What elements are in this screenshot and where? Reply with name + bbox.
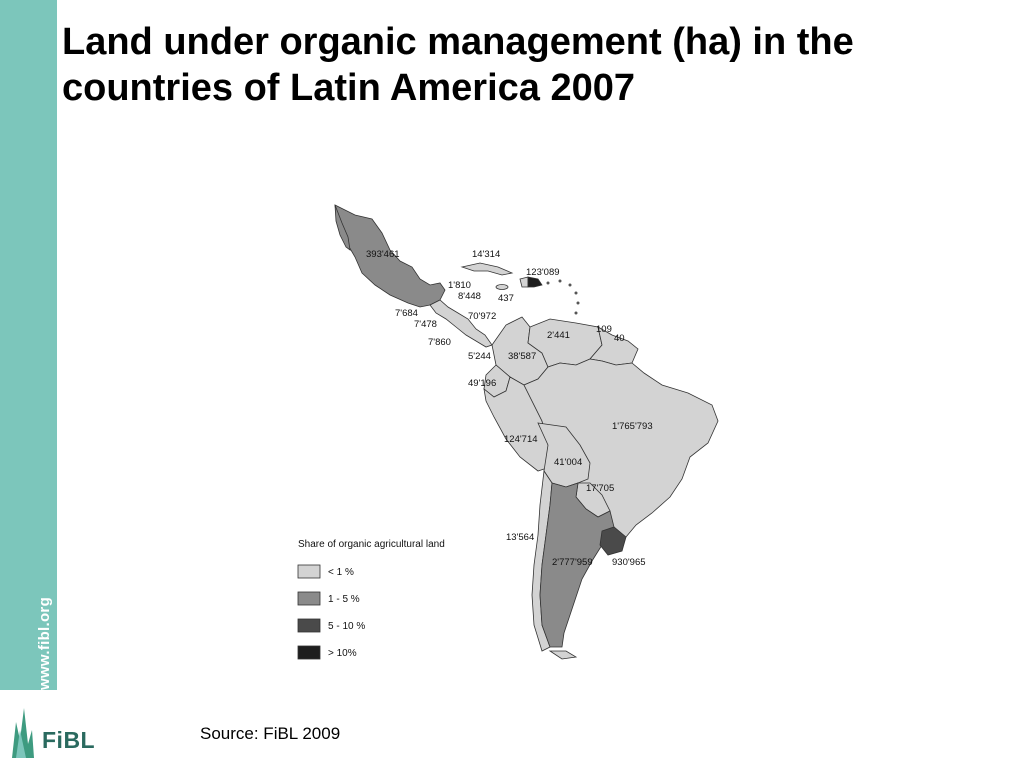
lesser-antilles	[546, 279, 580, 315]
label-uruguay: 930'965	[612, 557, 646, 568]
legend-swatch-medium	[297, 591, 321, 606]
legend-label-very-high: > 10%	[328, 648, 357, 659]
legend-swatch-very-high	[297, 645, 321, 660]
label-mexico: 393'461	[366, 249, 400, 260]
source-note: Source: FiBL 2009	[200, 724, 341, 743]
label-dominican-republic: 123'089	[526, 267, 560, 278]
sidebar-band	[0, 0, 57, 690]
country-baja	[334, 204, 351, 251]
legend-label-high: 5 - 10 %	[328, 621, 365, 632]
label-bolivia: 41'004	[554, 457, 582, 468]
label-argentina: 2'777'959	[552, 557, 593, 568]
map-legend: Share of organic agricultural land < 1 %…	[297, 539, 445, 660]
label-el-salvador: 7'684	[395, 308, 418, 319]
label-venezuela: 2'441	[547, 330, 570, 341]
tierra-del-fuego	[548, 650, 578, 660]
label-guatemala: 8'448	[458, 291, 481, 302]
label-belize: 1'810	[448, 280, 471, 291]
label-ecuador: 49'196	[468, 378, 496, 389]
label-chile: 13'564	[506, 532, 534, 543]
label-brazil: 1'765'793	[612, 421, 653, 432]
legend-title: Share of organic agricultural land	[298, 539, 445, 550]
sidebar-url: www.fibl.org	[36, 596, 53, 690]
country-cuba	[460, 262, 514, 276]
label-guyana: 109	[596, 324, 612, 335]
legend-label-low: < 1 %	[328, 567, 354, 578]
country-uruguay	[599, 526, 627, 556]
fibl-logo-icon	[12, 708, 34, 758]
label-paraguay: 17'705	[586, 483, 614, 494]
country-haiti	[519, 276, 529, 288]
legend-label-medium: 1 - 5 %	[328, 594, 360, 605]
label-suriname: 40	[614, 333, 625, 344]
legend-swatch-high	[297, 618, 321, 633]
country-jamaica	[495, 284, 509, 290]
country-argentina	[539, 482, 615, 648]
legend-swatch-low	[297, 564, 321, 579]
label-jamaica: 437	[498, 293, 514, 304]
label-panama: 5'244	[468, 351, 491, 362]
label-colombia: 38'587	[508, 351, 536, 362]
label-peru: 124'714	[504, 434, 538, 445]
label-costa-rica: 7'860	[428, 337, 451, 348]
latin-america-map: 393'461 14'314 123'089 1'810 8'448 437 7…	[297, 204, 719, 660]
country-dominican-republic	[527, 276, 543, 288]
logo-text: FiBL	[42, 727, 96, 753]
label-honduras: 7'478	[414, 319, 437, 330]
label-nicaragua: 70'972	[468, 311, 496, 322]
label-cuba: 14'314	[472, 249, 500, 260]
slide-title: Land under organic management (ha) in th…	[62, 21, 854, 109]
